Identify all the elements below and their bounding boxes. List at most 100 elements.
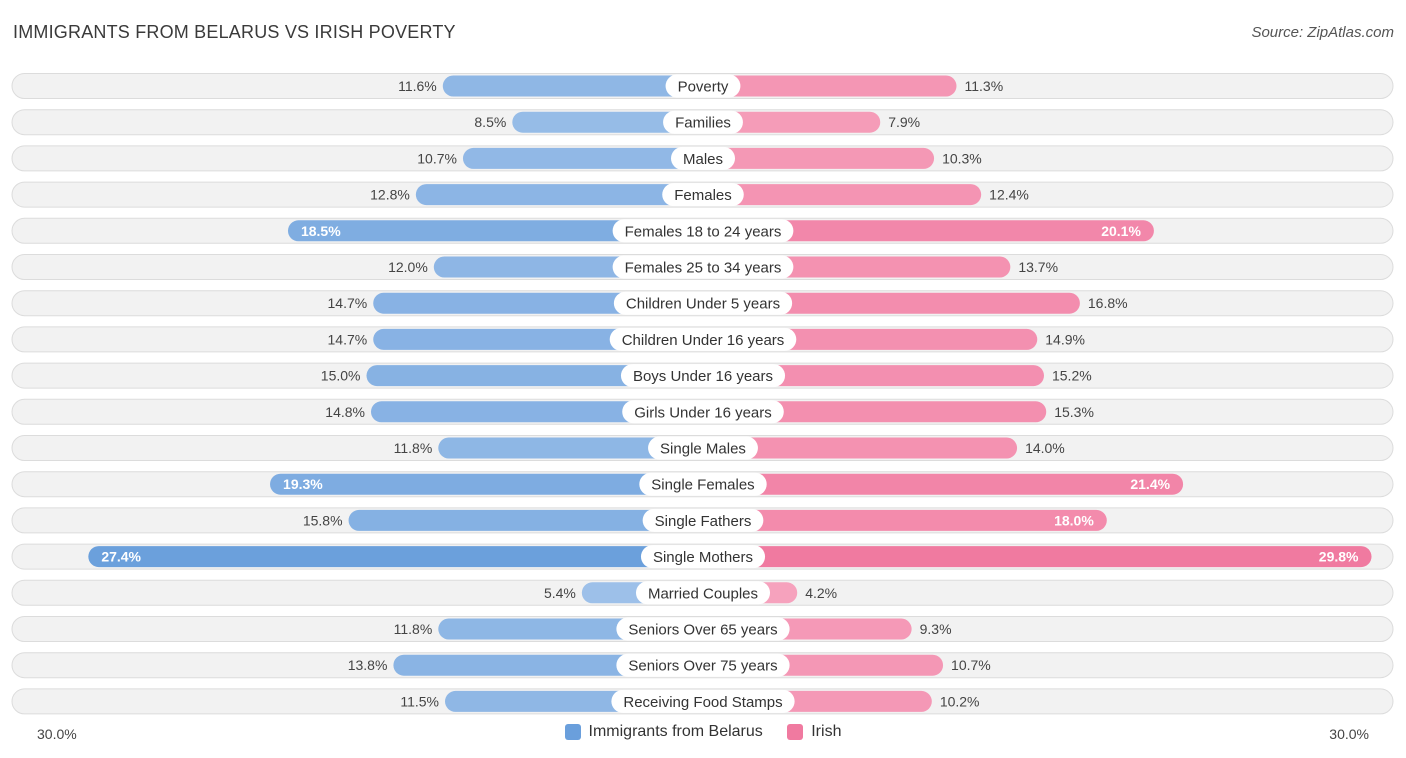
chart-row: 5.4% 4.2% Married Couples: [11, 579, 1394, 606]
category-label: Children Under 5 years: [626, 296, 780, 313]
chart-source: Source: ZipAtlas.com: [1251, 24, 1394, 41]
value-label-belarus: 14.7%: [328, 295, 368, 311]
value-label-belarus: 11.6%: [398, 78, 437, 94]
category-pill: [612, 219, 794, 243]
category-label: Single Fathers: [655, 513, 752, 530]
chart-row: 10.7% 10.3% Males: [11, 145, 1394, 172]
value-label-irish: 9.3%: [920, 621, 952, 637]
value-label-belarus: 12.8%: [370, 187, 410, 203]
category-label: Receiving Food Stamps: [623, 694, 782, 711]
value-label-irish: 15.3%: [1054, 404, 1094, 420]
bar-irish: [703, 184, 982, 206]
bar-belarus: [438, 437, 703, 459]
chart-row: 18.5% 20.1% Females 18 to 24 years: [11, 217, 1394, 244]
chart-row: 11.6% 11.3% Poverty: [11, 73, 1394, 99]
value-label-irish: 14.0%: [1025, 440, 1065, 456]
chart-title: IMMIGRANTS FROM BELARUS VS IRISH POVERTY: [13, 22, 456, 42]
category-pill: [622, 400, 784, 424]
value-label-irish: 10.2%: [940, 693, 980, 709]
category-label: Girls Under 16 years: [634, 404, 772, 421]
category-pill: [662, 183, 744, 207]
category-label: Females 18 to 24 years: [625, 223, 782, 240]
category-pill: [640, 545, 766, 569]
value-label-belarus: 13.8%: [348, 657, 388, 673]
category-pill: [648, 436, 758, 460]
category-label: Seniors Over 65 years: [628, 622, 777, 639]
legend-label-belarus: Immigrants from Belarus: [588, 723, 763, 740]
category-label: Males: [683, 151, 723, 168]
bar-belarus: [512, 111, 703, 133]
value-label-irish: 10.7%: [951, 657, 991, 673]
value-label-irish: 21.4%: [1130, 476, 1170, 492]
bar-irish: [703, 220, 1154, 242]
value-label-belarus: 11.8%: [394, 440, 433, 456]
category-label: Seniors Over 75 years: [628, 658, 777, 675]
value-label-irish: 16.8%: [1088, 295, 1128, 311]
value-label-irish: 29.8%: [1319, 549, 1359, 565]
category-label: Children Under 16 years: [622, 332, 785, 349]
bar-belarus: [270, 473, 703, 495]
bar-belarus: [88, 546, 704, 568]
bar-belarus: [370, 401, 703, 423]
legend-swatch-irish: [787, 724, 804, 740]
value-label-belarus: 11.5%: [400, 693, 439, 709]
chart-row: 12.0% 13.7% Females 25 to 34 years: [11, 254, 1394, 280]
category-pill: [616, 653, 790, 677]
value-label-belarus: 8.5%: [474, 114, 506, 130]
value-label-irish: 14.9%: [1045, 331, 1085, 347]
category-pill: [642, 508, 764, 532]
category-label: Single Males: [660, 441, 746, 458]
bar-irish: [703, 509, 1107, 531]
value-label-belarus: 18.5%: [301, 223, 341, 239]
bar-belarus: [442, 75, 703, 97]
bar-belarus: [287, 220, 703, 242]
chart-legend: Immigrants from Belarus Irish: [0, 723, 1406, 745]
category-pill: [663, 110, 743, 134]
category-label: Married Couples: [648, 585, 758, 602]
category-pill: [612, 255, 794, 279]
bar-irish: [703, 546, 1372, 568]
category-pill: [616, 617, 790, 641]
chart-row: 14.8% 15.3% Girls Under 16 years: [11, 398, 1394, 425]
legend-item-irish[interactable]: Irish: [787, 723, 841, 741]
value-label-belarus: 19.3%: [283, 476, 323, 492]
bar-irish: [703, 75, 957, 97]
bar-belarus: [366, 365, 703, 387]
legend-swatch-belarus: [564, 724, 581, 740]
category-label: Females: [674, 187, 732, 204]
value-label-belarus: 10.7%: [417, 150, 457, 166]
category-label: Boys Under 16 years: [633, 368, 773, 385]
category-label: Single Females: [651, 477, 754, 494]
value-label-irish: 12.4%: [989, 187, 1029, 203]
value-label-irish: 11.3%: [964, 78, 1003, 94]
value-label-irish: 20.1%: [1101, 223, 1141, 239]
value-label-belarus: 5.4%: [544, 585, 576, 601]
chart-row: 15.0% 15.2% Boys Under 16 years: [11, 362, 1394, 389]
chart-row: 19.3% 21.4% Single Females: [11, 471, 1394, 498]
bar-belarus: [348, 509, 703, 531]
chart-row: 27.4% 29.8% Single Mothers: [11, 543, 1394, 570]
category-label: Families: [675, 115, 731, 132]
value-label-irish: 10.3%: [942, 150, 982, 166]
value-label-belarus: 15.8%: [303, 512, 343, 528]
value-label-belarus: 27.4%: [101, 549, 141, 565]
bar-irish: [703, 292, 1080, 314]
legend-label-irish: Irish: [811, 723, 842, 740]
category-pill: [620, 364, 786, 388]
bar-belarus: [462, 147, 703, 169]
value-label-irish: 13.7%: [1018, 259, 1058, 275]
chart-row: 11.8% 9.3% Seniors Over 65 years: [11, 616, 1394, 642]
category-label: Poverty: [678, 79, 729, 96]
value-label-belarus: 11.8%: [394, 621, 433, 637]
chart-row: 8.5% 7.9% Families: [11, 109, 1394, 136]
axis-label-left: 30.0%: [37, 726, 77, 742]
value-label-irish: 4.2%: [805, 585, 837, 601]
chart-row: 14.7% 14.9% Children Under 16 years: [11, 326, 1394, 353]
category-label: Females 25 to 34 years: [625, 260, 782, 277]
legend-item-belarus[interactable]: Immigrants from Belarus: [564, 723, 763, 741]
value-label-belarus: 15.0%: [321, 368, 361, 384]
category-pill: [665, 74, 741, 98]
value-label-belarus: 14.8%: [325, 404, 365, 420]
value-label-irish: 7.9%: [888, 114, 920, 130]
